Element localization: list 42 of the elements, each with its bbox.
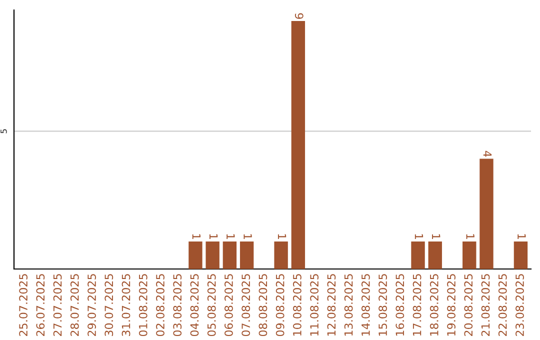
x-tick-label: 09.08.2025	[276, 274, 284, 336]
x-tick-label: 05.08.2025	[207, 274, 216, 336]
x-tick-label: 22.08.2025	[498, 274, 507, 336]
x-tick-label: 04.08.2025	[190, 274, 199, 336]
x-tick-label: 20.08.2025	[464, 274, 473, 336]
data-label: 1	[192, 234, 200, 240]
y-tick-label: 5	[0, 129, 7, 134]
x-tick-label: 29.07.2025	[88, 274, 96, 336]
x-tick-label: 25.07.2025	[19, 274, 28, 336]
x-tick-label: 02.08.2025	[156, 274, 164, 336]
x-tick-label: 21.08.2025	[481, 274, 490, 336]
data-label: 1	[226, 234, 235, 240]
x-tick-label: 17.08.2025	[412, 274, 422, 336]
x-tick-label: 26.07.2025	[36, 274, 45, 336]
x-tick-label: 08.08.2025	[258, 274, 268, 336]
data-label: 9	[294, 13, 304, 19]
x-tick-label: 01.08.2025	[138, 274, 148, 336]
x-tick-label: 31.07.2025	[122, 274, 130, 336]
x-tick-label: 28.07.2025	[70, 274, 79, 336]
data-label: 1	[466, 234, 474, 240]
data-label: 1	[210, 234, 218, 240]
x-tick-label: 14.08.2025	[361, 274, 370, 336]
x-tick-label: 06.08.2025	[224, 274, 233, 336]
x-tick-label: 13.08.2025	[344, 274, 353, 336]
x-tick-label: 18.08.2025	[430, 274, 438, 336]
x-tick-label: 12.08.2025	[327, 274, 336, 336]
x-tick-label: 19.08.2025	[447, 274, 456, 336]
x-tick-label: 23.08.2025	[516, 274, 524, 336]
x-tick-label: 07.08.2025	[242, 274, 250, 336]
data-label: 1	[518, 234, 526, 240]
data-label: 4	[483, 150, 492, 157]
x-tick-label: 10.08.2025	[293, 274, 302, 336]
x-tick-label: 11.08.2025	[310, 274, 319, 336]
data-label: 1	[244, 234, 252, 240]
x-tick-label: 27.07.2025	[53, 274, 62, 336]
x-tick-label: 16.08.2025	[396, 274, 404, 336]
x-tick-label: 15.08.2025	[378, 274, 387, 336]
data-label: 1	[278, 234, 286, 240]
data-label: 1	[414, 234, 424, 240]
data-label: 1	[432, 234, 440, 240]
x-tick-label: 03.08.2025	[173, 274, 182, 336]
x-tick-label: 30.07.2025	[104, 274, 114, 336]
